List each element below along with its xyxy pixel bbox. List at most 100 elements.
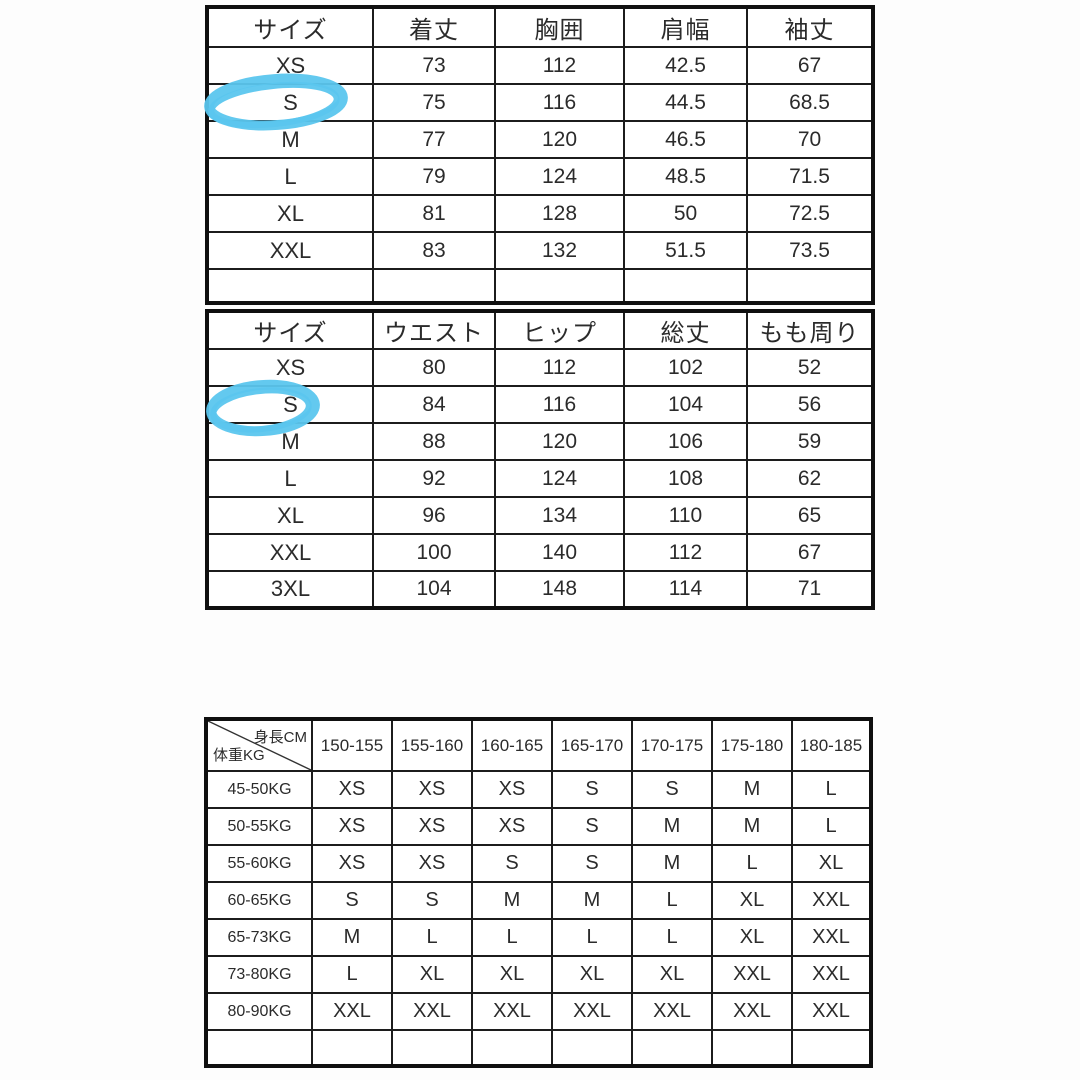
recommended-size-cell <box>471 1029 553 1067</box>
measurement-value-cell: 68.5 <box>746 83 874 122</box>
size-label-cell: XS <box>206 348 374 387</box>
height-weight-table-body: 45-50KG XS XS XS S S M L 50-55KG XS XS XS S M M L 55-60K… <box>205 770 872 1067</box>
measurement-value-cell: 140 <box>494 533 625 572</box>
table-row: 60-65KG S S M M L XL XXL <box>205 881 872 920</box>
bottoms-column-header-cell: もも周り <box>746 310 874 350</box>
measurement-value-cell: 77 <box>372 120 496 159</box>
measurement-value-cell: 104 <box>372 570 496 609</box>
recommended-size-cell: XS <box>471 770 553 809</box>
recommended-size-cell: XL <box>791 844 872 883</box>
measurement-value-cell: 132 <box>494 231 625 270</box>
height-range-header-cell: 180-185 <box>791 718 872 772</box>
height-weight-table: 身長CM 体重KG 150-155 155-160 160-165 165-170 17… <box>204 717 873 1068</box>
measurement-value-cell: 92 <box>372 459 496 498</box>
table-row <box>206 268 874 304</box>
measurement-value-cell: 65 <box>746 496 874 535</box>
height-range-header-cell: 160-165 <box>471 718 553 772</box>
recommended-size-cell: L <box>791 807 872 846</box>
measurement-value-cell: 67 <box>746 46 874 85</box>
measurement-value-cell: 50 <box>623 194 748 233</box>
measurement-value-cell: 116 <box>494 385 625 424</box>
table-row: M 88 120 106 59 <box>206 422 874 461</box>
height-range-header-cell: 170-175 <box>631 718 713 772</box>
measurement-value-cell: 67 <box>746 533 874 572</box>
table-row: XXL 83 132 51.5 73.5 <box>206 231 874 270</box>
weight-range-label-cell: 73-80KG <box>205 955 313 994</box>
tops-column-header-cell: 袖丈 <box>746 6 874 48</box>
recommended-size-cell: XS <box>311 844 393 883</box>
recommended-size-cell: XXL <box>791 992 872 1031</box>
recommended-size-cell: XXL <box>711 955 793 994</box>
measurement-value-cell: 48.5 <box>623 157 748 196</box>
size-label-cell: S <box>206 83 374 122</box>
measurement-value-cell: 42.5 <box>623 46 748 85</box>
height-range-header-cell: 150-155 <box>311 718 393 772</box>
measurement-value-cell: 112 <box>494 348 625 387</box>
measurement-value-cell: 114 <box>623 570 748 609</box>
measurement-value-cell: 73.5 <box>746 231 874 270</box>
recommended-size-cell: XXL <box>311 992 393 1031</box>
recommended-size-cell: M <box>631 844 713 883</box>
recommended-size-cell: XL <box>471 955 553 994</box>
measurement-value-cell: 75 <box>372 83 496 122</box>
recommended-size-cell: XXL <box>791 918 872 957</box>
measurement-value-cell: 83 <box>372 231 496 270</box>
table-row: 73-80KG L XL XL XL XL XXL XXL <box>205 955 872 994</box>
height-axis-label: 身長CM <box>253 729 307 746</box>
table-row: 65-73KG M L L L L XL XXL <box>205 918 872 957</box>
recommended-size-cell: S <box>631 770 713 809</box>
recommended-size-cell: XXL <box>791 955 872 994</box>
recommended-size-cell: M <box>711 807 793 846</box>
size-label-cell: L <box>206 459 374 498</box>
measurement-value-cell: 71.5 <box>746 157 874 196</box>
recommended-size-cell: M <box>551 881 633 920</box>
bottoms-column-header-cell: ヒップ <box>494 310 625 350</box>
measurement-value-cell: 112 <box>494 46 625 85</box>
measurement-value-cell <box>623 268 748 304</box>
weight-range-label-cell: 80-90KG <box>205 992 313 1031</box>
bottoms-column-header-cell: ウエスト <box>372 310 496 350</box>
measurement-value-cell: 80 <box>372 348 496 387</box>
tops-column-header-cell: サイズ <box>206 6 374 48</box>
measurement-value-cell: 81 <box>372 194 496 233</box>
tops-column-header-cell: 肩幅 <box>623 6 748 48</box>
recommended-size-cell: S <box>551 844 633 883</box>
recommended-size-cell: XL <box>711 918 793 957</box>
measurement-value-cell: 128 <box>494 194 625 233</box>
bottoms-column-header-cell: サイズ <box>206 310 374 350</box>
measurement-value-cell: 112 <box>623 533 748 572</box>
tops-size-table: サイズ 着丈 胸囲 肩幅 袖丈 XS 73 112 42.5 67 S 75 116 44.5 68.5 M… <box>205 5 875 305</box>
recommended-size-cell: XXL <box>391 992 473 1031</box>
measurement-value-cell: 124 <box>494 459 625 498</box>
recommended-size-cell <box>791 1029 872 1067</box>
recommended-size-cell <box>311 1029 393 1067</box>
height-weight-table-section: 身長CM 体重KG 150-155 155-160 160-165 165-170 17… <box>204 717 873 1068</box>
tops-column-header-cell: 胸囲 <box>494 6 625 48</box>
measurement-value-cell: 84 <box>372 385 496 424</box>
table-row: XL 81 128 50 72.5 <box>206 194 874 233</box>
table-row: S 84 116 104 56 <box>206 385 874 424</box>
measurement-value-cell: 106 <box>623 422 748 461</box>
recommended-size-cell: XL <box>551 955 633 994</box>
measurement-value-cell: 124 <box>494 157 625 196</box>
size-label-cell <box>206 268 374 304</box>
weight-range-label-cell: 65-73KG <box>205 918 313 957</box>
measurement-value-cell: 96 <box>372 496 496 535</box>
weight-range-label-cell <box>205 1029 313 1067</box>
tops-header-row: サイズ 着丈 胸囲 肩幅 袖丈 <box>206 6 874 48</box>
recommended-size-cell <box>631 1029 713 1067</box>
recommended-size-cell: M <box>311 918 393 957</box>
weight-range-label-cell: 50-55KG <box>205 807 313 846</box>
weight-range-label-cell: 60-65KG <box>205 881 313 920</box>
measurement-value-cell: 73 <box>372 46 496 85</box>
table-row: 45-50KG XS XS XS S S M L <box>205 770 872 809</box>
recommended-size-cell: XS <box>311 770 393 809</box>
recommended-size-cell: M <box>711 770 793 809</box>
bottoms-size-table-section: サイズ ウエスト ヒップ 総丈 もも周り XS 80 112 102 52 S 84 116 104 56… <box>205 309 875 610</box>
recommended-size-cell: S <box>311 881 393 920</box>
measurement-value-cell: 46.5 <box>623 120 748 159</box>
bottoms-size-table: サイズ ウエスト ヒップ 総丈 もも周り XS 80 112 102 52 S 84 116 104 56… <box>205 309 875 610</box>
measurement-value-cell: 120 <box>494 422 625 461</box>
measurement-value-cell: 116 <box>494 83 625 122</box>
